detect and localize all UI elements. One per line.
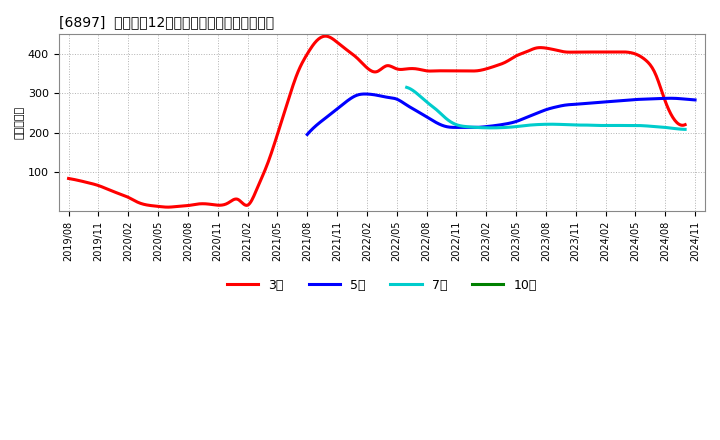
7年	[451, 122, 460, 127]
7年	[588, 123, 597, 128]
Y-axis label: （百万円）: （百万円）	[15, 106, 25, 139]
Line: 3年: 3年	[68, 36, 685, 207]
7年	[528, 122, 537, 128]
7年	[474, 125, 482, 130]
3年	[64, 176, 73, 181]
7年	[681, 127, 690, 132]
3年	[163, 205, 171, 210]
Line: 5年: 5年	[307, 94, 695, 135]
3年	[322, 33, 330, 39]
5年	[479, 124, 487, 129]
5年	[562, 102, 571, 107]
3年	[346, 49, 354, 55]
3年	[430, 68, 438, 73]
3年	[681, 122, 690, 127]
5年	[303, 132, 312, 137]
5年	[690, 97, 699, 103]
5年	[532, 111, 541, 116]
Line: 7年: 7年	[407, 88, 685, 129]
7年	[402, 85, 411, 90]
5年	[403, 103, 412, 108]
3年	[478, 67, 487, 73]
3年	[224, 200, 233, 205]
5年	[595, 100, 604, 105]
3年	[174, 204, 183, 209]
7年	[567, 122, 575, 128]
5年	[372, 92, 381, 98]
3年	[531, 46, 539, 51]
5年	[361, 92, 369, 97]
Text: [6897]  経常利益12か月移動合計の平均値の推移: [6897] 経常利益12か月移動合計の平均値の推移	[58, 15, 274, 29]
7年	[612, 123, 621, 128]
Legend: 3年, 5年, 7年, 10年: 3年, 5年, 7年, 10年	[222, 274, 541, 297]
